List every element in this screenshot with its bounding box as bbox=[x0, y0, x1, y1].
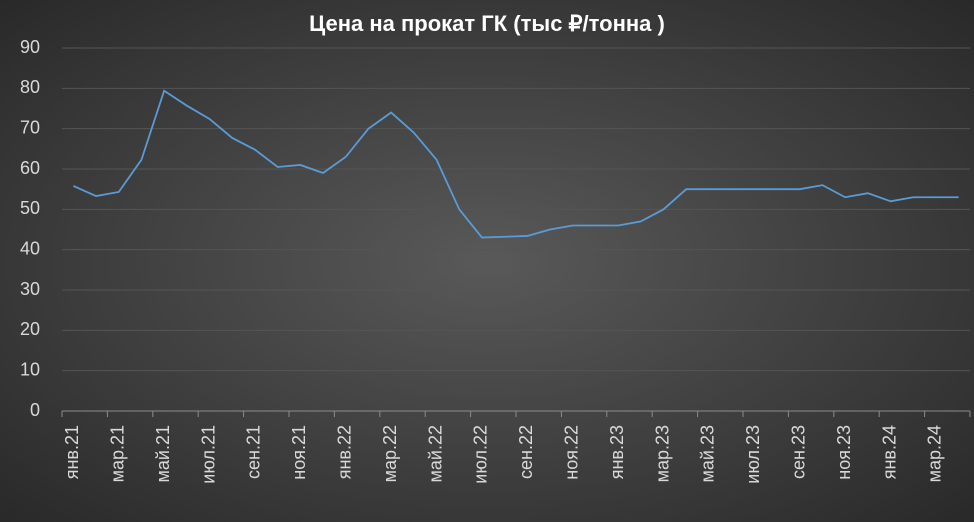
y-tick-label: 50 bbox=[20, 198, 40, 218]
y-tick-label: 20 bbox=[20, 319, 40, 339]
x-tick-label: май.23 bbox=[698, 425, 718, 482]
x-tick-label: ноя.21 bbox=[289, 425, 309, 480]
x-tick-label: мар.22 bbox=[380, 425, 400, 482]
chart-title: Цена на прокат ГК (тыс ₽/тонна ) bbox=[309, 11, 665, 36]
x-tick-label: янв.22 bbox=[335, 425, 355, 479]
x-tick-label: сен.21 bbox=[244, 425, 264, 479]
x-tick-label: мар.24 bbox=[925, 425, 945, 482]
x-tick-label: май.22 bbox=[425, 425, 445, 482]
x-tick-label: янв.23 bbox=[607, 425, 627, 479]
x-tick-label: июл.21 bbox=[198, 425, 218, 484]
x-tick-label: май.21 bbox=[153, 425, 173, 482]
x-tick-label: сен.23 bbox=[789, 425, 809, 479]
x-tick-label: мар.21 bbox=[108, 425, 128, 482]
x-tick-label: мар.23 bbox=[652, 425, 672, 482]
y-tick-label: 80 bbox=[20, 77, 40, 97]
line-series bbox=[72, 89, 959, 239]
y-tick-label: 10 bbox=[20, 359, 40, 379]
x-tick-label: янв.21 bbox=[62, 425, 82, 479]
x-tick-label: июл.23 bbox=[743, 425, 763, 484]
y-tick-label: 40 bbox=[20, 238, 40, 258]
y-tick-label: 0 bbox=[30, 400, 40, 420]
x-tick-label: ноя.22 bbox=[562, 425, 582, 480]
y-tick-label: 60 bbox=[20, 158, 40, 178]
x-tick-label: сен.22 bbox=[516, 425, 536, 479]
y-tick-label: 70 bbox=[20, 117, 40, 137]
x-tick-label: июл.22 bbox=[471, 425, 491, 484]
y-tick-label: 30 bbox=[20, 279, 40, 299]
x-tick-label: ноя.23 bbox=[834, 425, 854, 480]
y-tick-label: 90 bbox=[20, 37, 40, 57]
x-tick-label: янв.24 bbox=[879, 425, 899, 479]
